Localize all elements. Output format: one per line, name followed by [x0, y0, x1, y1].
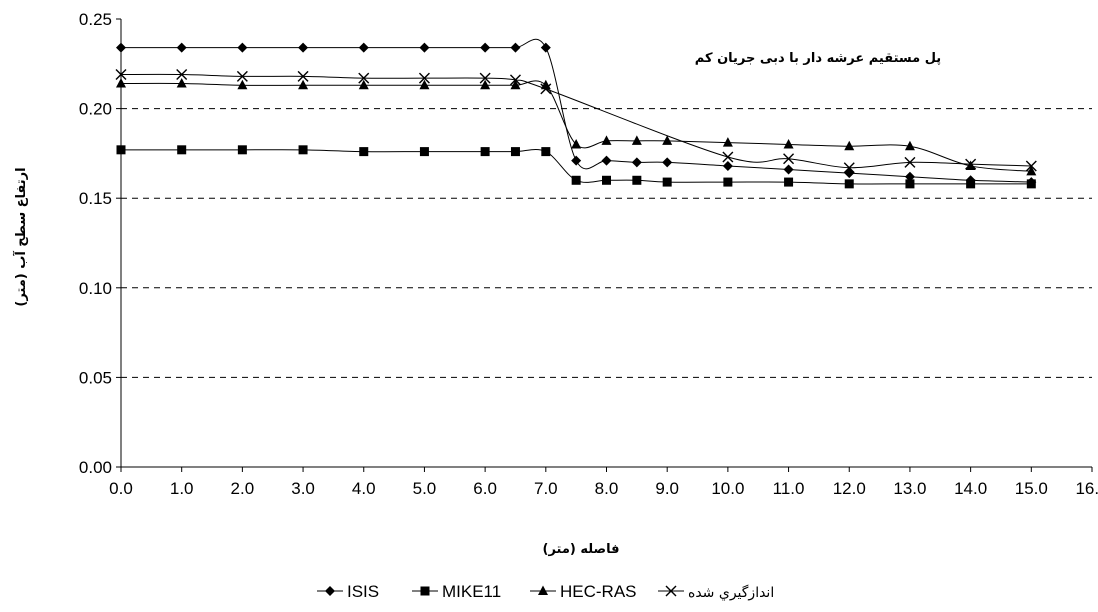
y-tick-label: 0.20	[79, 100, 112, 119]
legend-marker	[421, 587, 430, 596]
data-point	[541, 43, 551, 53]
data-point	[905, 179, 914, 188]
data-point	[237, 43, 247, 53]
y-tick-label: 0.00	[79, 458, 112, 477]
data-point	[510, 43, 520, 53]
legend-label: MIKE11	[442, 582, 501, 601]
data-point	[662, 157, 672, 167]
x-tick-label: 13.0	[893, 479, 926, 498]
legend-item-1: MIKE11	[412, 582, 501, 601]
data-point	[177, 78, 187, 88]
x-tick-label: 10.0	[711, 479, 744, 498]
data-point	[541, 147, 550, 156]
x-tick-label: 6.0	[473, 479, 497, 498]
data-point	[237, 80, 247, 90]
data-point	[420, 147, 429, 156]
data-point	[116, 78, 126, 88]
data-point	[1026, 166, 1036, 176]
data-point	[602, 156, 612, 166]
data-point	[419, 43, 429, 53]
grid-lines	[121, 109, 1092, 378]
x-tick-label: 11.0	[773, 479, 805, 498]
x-tick-label: 7.0	[534, 479, 558, 498]
data-point	[632, 135, 642, 145]
data-point	[723, 137, 733, 147]
data-point	[632, 157, 642, 167]
x-tick-label: 16.0	[1075, 479, 1098, 498]
data-point	[298, 43, 308, 53]
y-axis-label: ارتفاع سطح آب (متر)	[12, 167, 29, 306]
legend-label: اندازگیري شده	[688, 584, 774, 601]
data-point	[238, 145, 247, 154]
x-tick-label: 15.0	[1015, 479, 1048, 498]
legend-label: HEC-RAS	[560, 582, 637, 601]
y-tick-label: 0.15	[79, 189, 112, 208]
chart-annotation: پل مستقیم عرشه دار با دبی جریان کم	[695, 51, 941, 66]
data-point	[663, 178, 672, 187]
legend-marker	[325, 586, 335, 596]
x-tick-label: 5.0	[413, 479, 437, 498]
data-point	[298, 80, 308, 90]
tick-labels: 0.00 0.05 0.10 0.15 0.20 0.25 0.0 1.0 2.0 3.0 4.0 5…	[79, 10, 1098, 498]
data-point	[572, 176, 581, 185]
x-axis-label: فاصله (متر)	[543, 542, 620, 557]
data-point	[299, 145, 308, 154]
legend-item-3: اندازگیري شده	[658, 584, 774, 601]
x-tick-label: 12.0	[833, 479, 866, 498]
x-tick-label: 4.0	[352, 479, 376, 498]
data-point	[177, 145, 186, 154]
series-line	[121, 74, 1031, 167]
data-point	[359, 147, 368, 156]
x-tick-label: 3.0	[291, 479, 315, 498]
x-tick-label: 1.0	[170, 479, 194, 498]
y-tick-label: 0.05	[79, 368, 112, 387]
y-tick-label: 0.25	[79, 10, 112, 29]
y-tick-label: 0.10	[79, 279, 112, 298]
data-point	[481, 147, 490, 156]
data-point	[784, 178, 793, 187]
data-point	[784, 165, 794, 175]
legend-label: ISIS	[347, 582, 379, 601]
data-point	[117, 145, 126, 154]
x-tick-label: 0.0	[109, 479, 133, 498]
legend-item-2: HEC-RAS	[530, 582, 637, 601]
x-tick-label: 9.0	[655, 479, 679, 498]
x-tick-label: 8.0	[595, 479, 619, 498]
axes	[116, 19, 1092, 472]
legend-item-0: ISIS	[317, 582, 379, 601]
data-point	[966, 179, 975, 188]
data-point	[844, 168, 854, 178]
data-point	[845, 179, 854, 188]
x-tick-label: 2.0	[231, 479, 255, 498]
series-1	[117, 145, 1036, 188]
data-point	[723, 178, 732, 187]
data-point	[1027, 179, 1036, 188]
data-point	[723, 161, 733, 171]
data-point	[177, 43, 187, 53]
data-point	[480, 43, 490, 53]
data-point	[602, 176, 611, 185]
data-point	[723, 152, 733, 162]
data-point	[571, 156, 581, 166]
data-point	[844, 141, 854, 151]
data-point	[784, 139, 794, 149]
data-point	[511, 147, 520, 156]
x-tick-label: 14.0	[954, 479, 987, 498]
data-point	[116, 43, 126, 53]
data-point	[602, 135, 612, 145]
legend-marker	[538, 586, 548, 596]
data-point	[632, 176, 641, 185]
data-point	[359, 43, 369, 53]
legend: ISIS MIKE11 HEC-RAS اندازگیري شده	[317, 582, 774, 601]
